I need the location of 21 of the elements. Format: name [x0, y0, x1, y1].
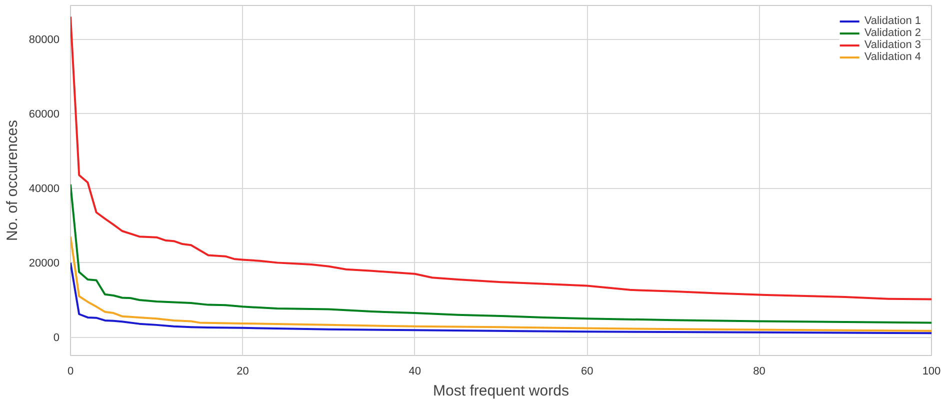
- legend-label: Validation 4: [864, 51, 921, 63]
- y-tick-label: 20000: [28, 258, 60, 270]
- line-series: [70, 16, 932, 300]
- y-tick-label: 60000: [28, 108, 60, 121]
- x-axis-title: Most frequent words: [433, 382, 569, 400]
- y-tick-label: 40000: [28, 183, 60, 196]
- x-tick-label: 40: [408, 366, 422, 378]
- line-series: [70, 262, 932, 334]
- y-tick-label: 0: [53, 332, 60, 344]
- line-series: [70, 183, 932, 324]
- y-tick-label: 80000: [28, 34, 60, 46]
- legend-label: Validation 1: [864, 15, 921, 27]
- x-tick-label: 100: [922, 366, 941, 378]
- legend-label: Validation 3: [864, 39, 921, 51]
- legend-label: Validation 2: [864, 27, 921, 39]
- line-series: [70, 236, 932, 332]
- x-tick-label: 60: [580, 366, 594, 378]
- x-tick-label: 20: [236, 366, 249, 378]
- y-axis-title: No. of occurences: [4, 120, 21, 241]
- x-tick-label: 0: [67, 366, 74, 378]
- x-tick-label: 80: [753, 366, 766, 378]
